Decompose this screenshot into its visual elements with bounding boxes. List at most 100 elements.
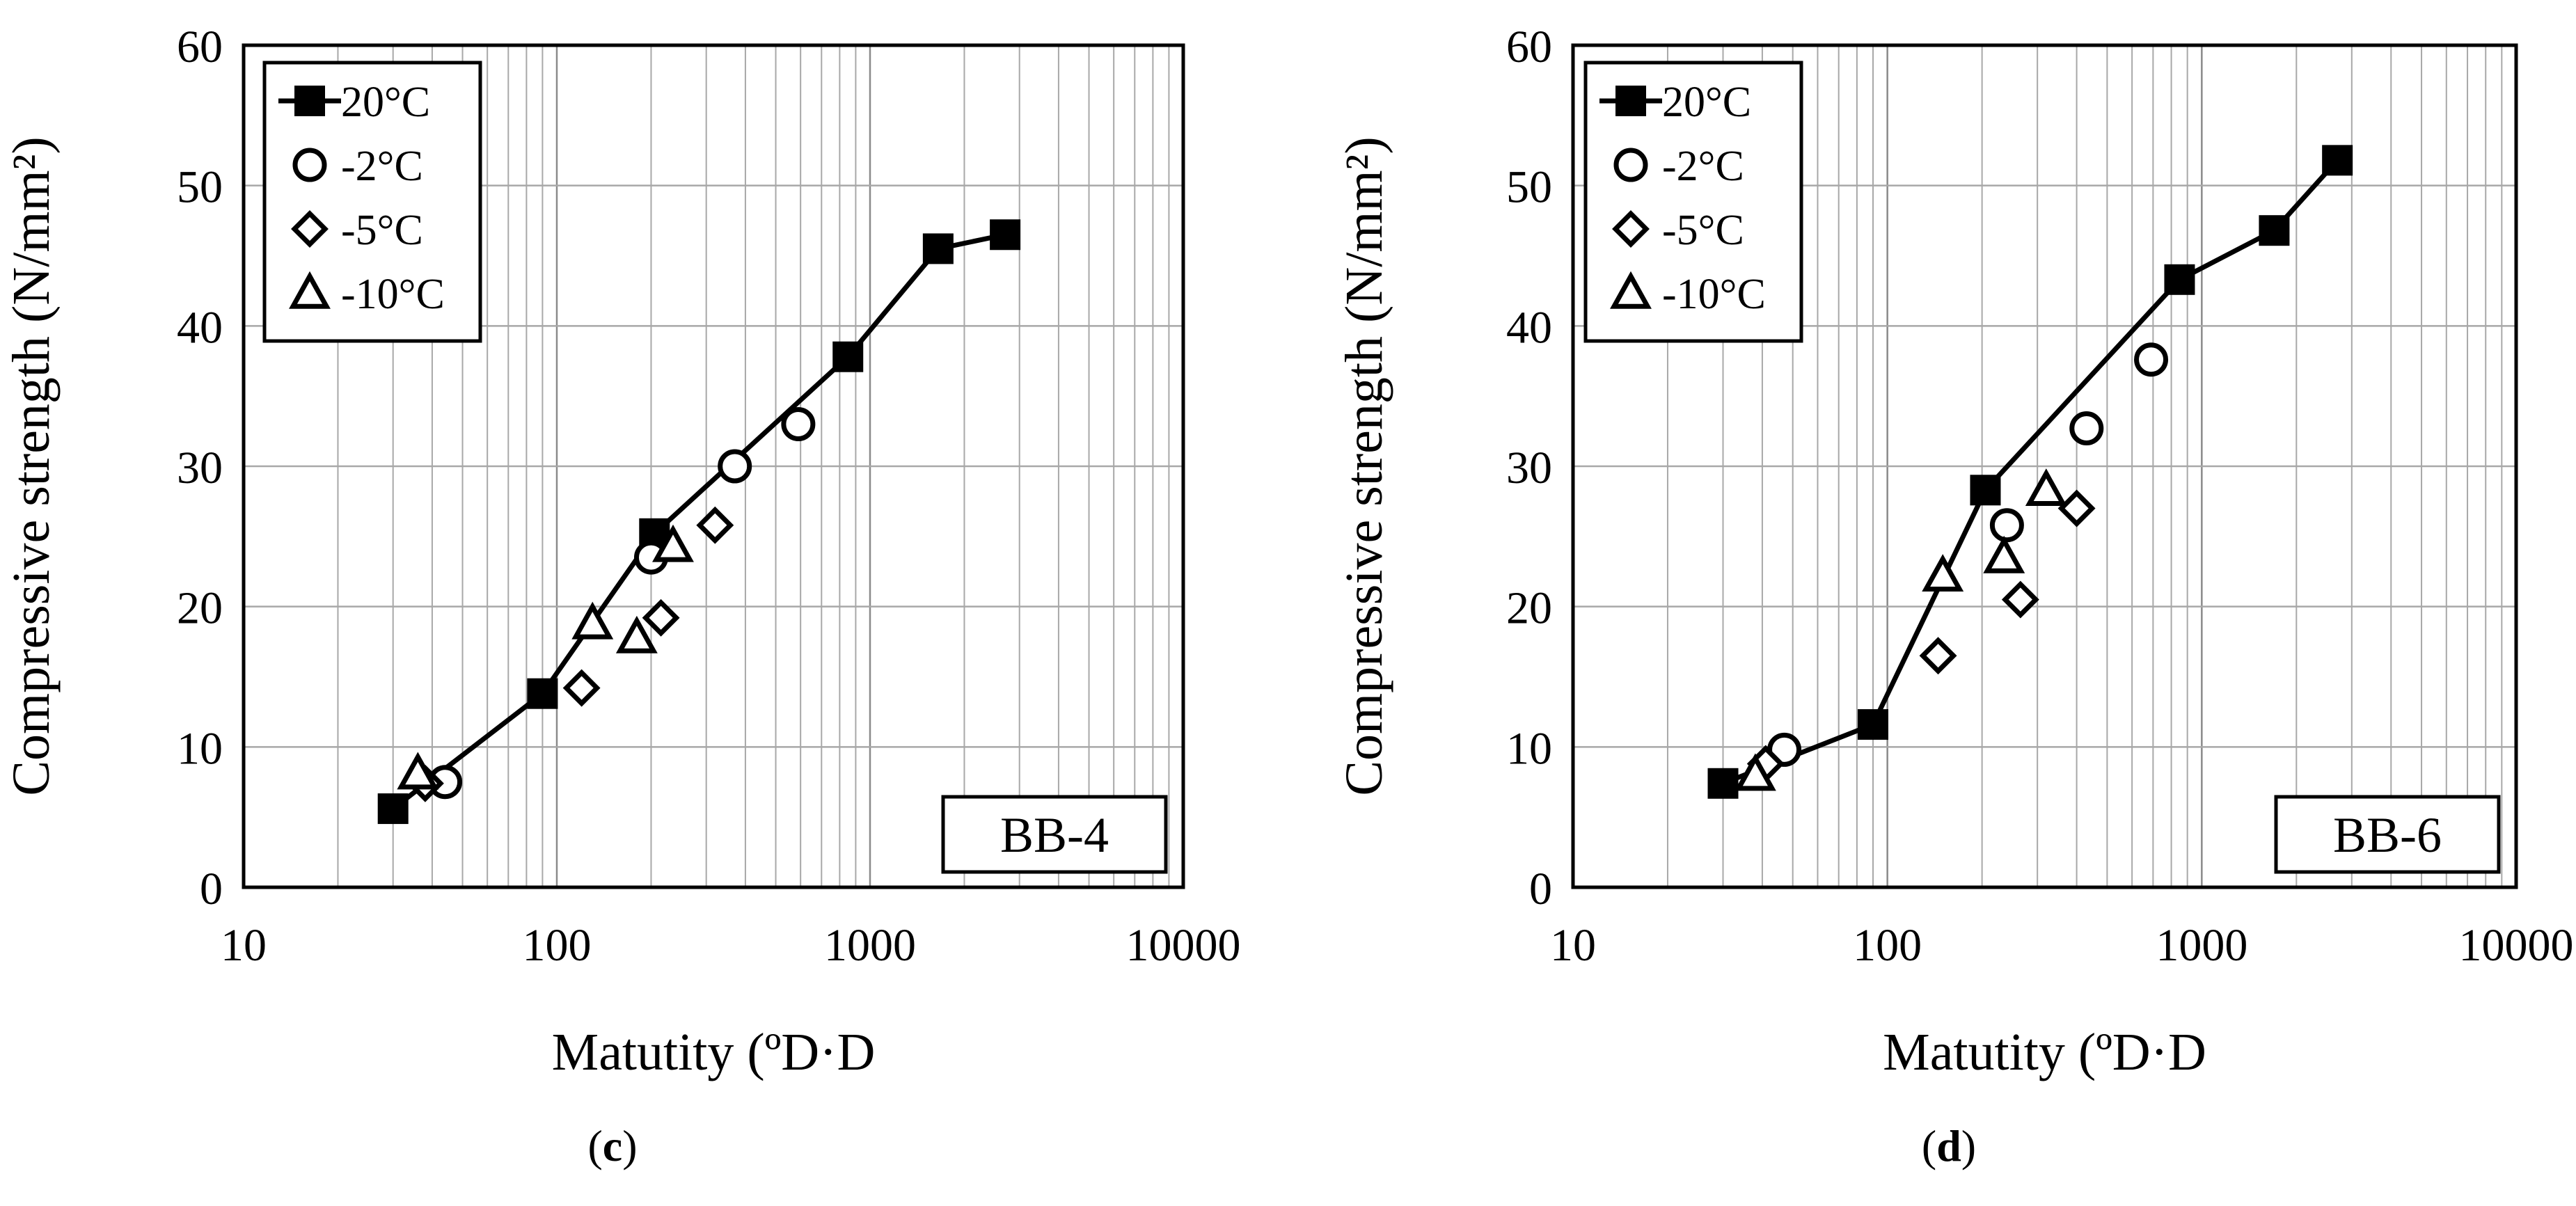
y-tick-labels-d: 0 10 20 30 40 50 60 [1506, 22, 1552, 914]
y-tick-label: 50 [1506, 162, 1552, 213]
legend-marker-1 [292, 148, 327, 182]
y-tick-label: 30 [177, 443, 223, 493]
data-point-3-1 [571, 601, 614, 640]
legend-label-2: -5°C [1662, 207, 1744, 254]
y-tick-label: 20 [177, 583, 223, 634]
sample-tag-d: BB-6 [2274, 795, 2501, 874]
legend-label-1: -2°C [341, 143, 423, 190]
y-tick-label: 30 [1506, 443, 1552, 493]
data-point-3-1 [1922, 554, 1964, 592]
data-point-1-2 [2069, 411, 2104, 446]
data-point-0-3 [832, 341, 864, 372]
plot-frame-d [1571, 43, 2518, 889]
sample-tag-label: BB-4 [1000, 807, 1109, 863]
y-tick-label: 50 [177, 162, 223, 213]
plot-frame-c [242, 43, 1185, 889]
x-tick-label: 10 [221, 920, 267, 971]
panel-caption-d: (d) [1921, 1121, 1977, 1171]
legend-label-2: -5°C [341, 207, 423, 254]
x-axis-label-c: Matutity (ºD·D [552, 1023, 876, 1081]
x-tick-label: 100 [1853, 920, 1922, 971]
legend-c: 20°C -2°C -5°C -10°C [262, 61, 482, 343]
data-point-3-0 [397, 752, 439, 790]
x-tick-label: 10 [1550, 920, 1596, 971]
series-line-0 [1722, 159, 2339, 786]
data-point-3-2 [1983, 535, 2025, 573]
legend-d: 20°C -2°C -5°C -10°C [1583, 61, 1803, 343]
series-3-c [397, 524, 694, 790]
panel-caption-letter-d: d [1936, 1121, 1961, 1171]
data-point-2-3 [2057, 489, 2096, 527]
legend-marker-0 [294, 86, 325, 116]
y-tick-label: 40 [177, 302, 223, 353]
x-tick-labels-c: 10 100 1000 10000 [221, 920, 1241, 971]
data-point-2-1 [562, 669, 601, 707]
panel-caption-letter-c: c [602, 1121, 623, 1171]
y-tick-label: 0 [1529, 864, 1552, 914]
y-tick-label: 20 [1506, 583, 1552, 634]
legend-label-3: -10°C [1662, 271, 1766, 318]
data-point-2-2 [2001, 580, 2039, 619]
series-2-d [1746, 489, 2096, 783]
data-point-0-4 [922, 233, 954, 264]
grid-c [244, 45, 1183, 887]
x-axis-label-d: Matutity (ºD·D [1883, 1023, 2206, 1081]
series-0-c [377, 219, 1021, 825]
series-3-d [1734, 468, 2067, 791]
data-point-2-1 [1919, 637, 1957, 675]
data-point-2-3 [696, 506, 734, 544]
legend-label-0: 20°C [341, 79, 430, 126]
legend-marker-3 [1610, 271, 1652, 309]
legend-label-3: -10°C [341, 271, 445, 318]
series-0-d [1707, 145, 2353, 799]
data-point-3-3 [652, 524, 694, 562]
data-point-0-0 [377, 793, 409, 825]
legend-marker-0 [1615, 86, 1646, 116]
data-point-1-2 [718, 449, 752, 484]
y-tick-label: 10 [1506, 723, 1552, 774]
data-point-2-2 [642, 598, 680, 637]
x-tick-label: 10000 [1126, 920, 1241, 971]
legend-label-1: -2°C [1662, 143, 1744, 190]
x-tick-label: 1000 [824, 920, 916, 971]
series-1-d [1767, 342, 2169, 767]
legend-marker-2 [291, 210, 329, 248]
x-tick-label: 1000 [2156, 920, 2247, 971]
sample-tag-box [2274, 795, 2501, 874]
data-point-3-3 [2025, 468, 2067, 506]
x-tick-labels-d: 10 100 1000 10000 [1550, 920, 2574, 971]
legend-marker-3 [289, 271, 331, 309]
legend-marker-1 [1613, 148, 1648, 182]
data-point-0-1 [527, 678, 558, 709]
y-tick-labels-c: 0 10 20 30 40 50 60 [177, 22, 223, 914]
data-point-0-0 [1707, 768, 1739, 799]
data-point-0-2 [1970, 475, 2001, 506]
y-tick-label: 60 [177, 22, 223, 72]
data-point-0-5 [990, 219, 1021, 251]
data-point-3-2 [615, 615, 658, 653]
data-point-0-4 [2259, 215, 2290, 246]
data-point-1-3 [2134, 342, 2169, 377]
y-axis-label-d: Compressive strength (N/mm²) [1335, 136, 1393, 795]
y-axis-label-c: Compressive strength (N/mm²) [2, 136, 61, 795]
y-tick-label: 40 [1506, 302, 1552, 353]
x-tick-label: 100 [523, 920, 592, 971]
sample-tag-c: BB-4 [941, 795, 1168, 874]
y-tick-label: 60 [1506, 22, 1552, 72]
data-point-3-0 [1734, 753, 1776, 791]
data-point-0-3 [2164, 264, 2195, 295]
sample-tag-label: BB-6 [2333, 807, 2442, 863]
series-1-c [428, 407, 816, 800]
x-tick-label: 10000 [2459, 920, 2574, 971]
data-point-0-1 [1857, 709, 1888, 740]
sample-tag-box [941, 795, 1168, 874]
panel-caption-c: (c) [587, 1121, 638, 1171]
data-point-1-3 [781, 407, 816, 441]
y-tick-label: 0 [200, 864, 223, 914]
legend-marker-2 [1612, 210, 1650, 248]
data-point-1-1 [1989, 508, 2024, 543]
y-tick-label: 10 [177, 723, 223, 774]
